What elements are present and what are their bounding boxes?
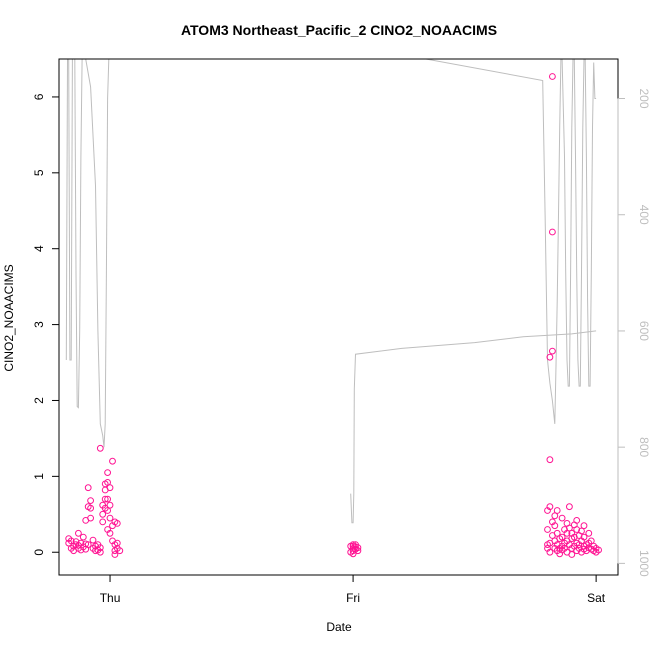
data-point (84, 484, 92, 492)
data-point (106, 484, 114, 492)
plot-area: 0 1 2 3 4 5 6 Thu Fri Sat 200 400 600 800 1000 (32, 58, 650, 605)
y-tick-label: 0 (32, 549, 46, 556)
data-point (568, 551, 576, 558)
data-point (96, 548, 104, 556)
data-point (75, 529, 82, 537)
data-point (79, 533, 87, 541)
data-point (558, 533, 566, 541)
data-point (354, 544, 362, 552)
altitude-line-2 (350, 330, 597, 524)
data-point (549, 73, 556, 80)
data-point (84, 541, 92, 548)
data-point (578, 527, 585, 535)
x-tick-label: Fri (346, 591, 360, 605)
x-tick-label: Thu (100, 591, 121, 605)
data-point (573, 517, 581, 524)
data-point (106, 514, 114, 522)
data-point (595, 546, 602, 554)
data-point (113, 520, 121, 527)
data-point (563, 520, 571, 527)
data-point (585, 529, 593, 537)
right-y-tick-label: 400 (637, 205, 650, 225)
data-point (546, 456, 554, 464)
data-point (96, 544, 104, 552)
y-tick-label: 6 (32, 93, 46, 100)
data-point (549, 228, 556, 236)
chart-title: ATOM3 Northeast_Pacific_2 CINO2_NOAACIMS (181, 22, 497, 38)
data-point (99, 510, 107, 518)
plot-frame (58, 58, 619, 576)
x-axis-label: Date (326, 620, 352, 634)
data-point (104, 469, 111, 477)
data-point (354, 547, 362, 555)
data-point (104, 526, 111, 533)
y-tick-label: 1 (32, 473, 46, 480)
data-point (106, 501, 114, 509)
data-point (546, 353, 554, 361)
right-y-tick-label: 1000 (637, 550, 650, 577)
data-point (111, 551, 119, 558)
data-point (549, 347, 556, 355)
data-point (87, 504, 94, 512)
right-y-tick-label: 600 (637, 321, 650, 341)
data-point (546, 548, 554, 556)
data-point (101, 495, 109, 503)
data-point (109, 457, 116, 465)
data-point (566, 503, 573, 511)
altitude-line-1 (65, 59, 597, 448)
data-point (551, 512, 559, 520)
data-point (87, 514, 94, 522)
data-point (580, 533, 588, 541)
data-point (87, 497, 94, 505)
x-tick-label: Sat (587, 591, 606, 605)
data-point (553, 529, 561, 537)
y-tick-label: 4 (32, 245, 46, 252)
data-point (580, 522, 588, 530)
data-point (573, 526, 581, 533)
plot-series-group (65, 59, 602, 558)
data-point (116, 547, 124, 555)
data-point (568, 529, 576, 537)
y-tick-label: 2 (32, 397, 46, 404)
data-point (89, 536, 97, 544)
right-y-tick-label: 800 (637, 437, 650, 457)
data-point (349, 542, 357, 550)
y-tick-label: 3 (32, 321, 46, 328)
y-tick-label: 5 (32, 169, 46, 176)
right-y-tick-label: 200 (637, 88, 650, 108)
y-axis-label: CINO2_NOAACIMS (2, 264, 16, 371)
data-point (551, 522, 559, 530)
data-point (558, 514, 566, 522)
data-point (546, 503, 554, 511)
data-point (544, 526, 551, 533)
data-point (96, 444, 104, 452)
data-point (104, 495, 111, 503)
data-point (99, 518, 107, 526)
